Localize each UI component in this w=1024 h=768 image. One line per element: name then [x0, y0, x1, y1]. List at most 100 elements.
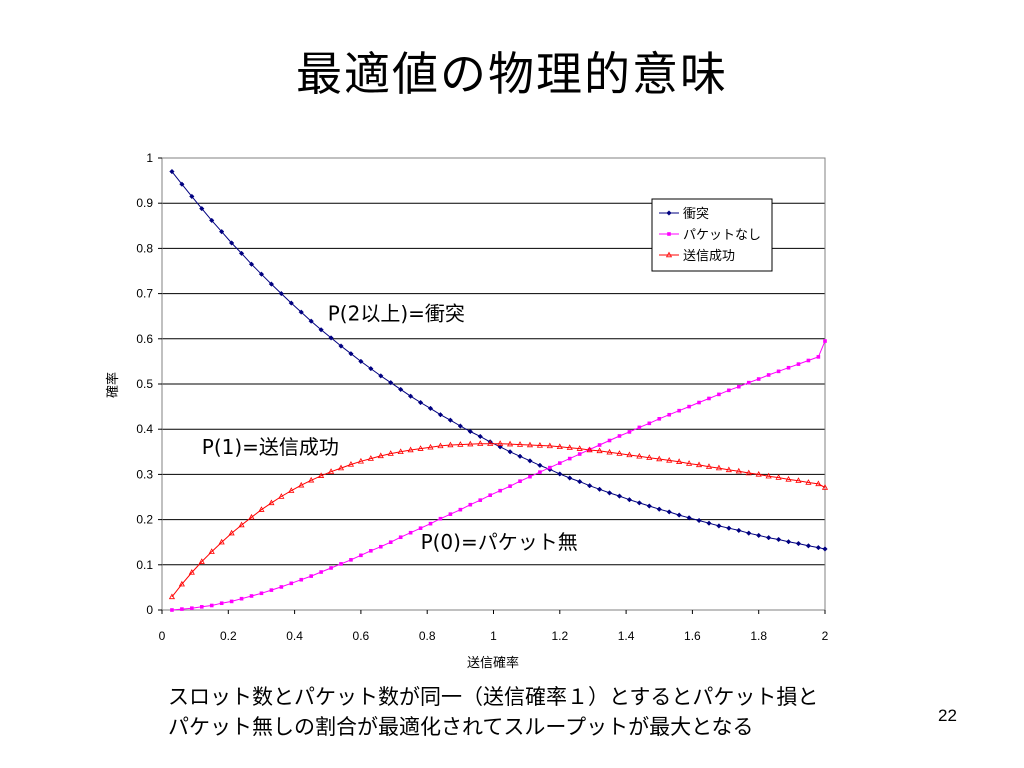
data-point: [656, 506, 662, 512]
data-point: [467, 428, 473, 435]
data-point: [566, 444, 573, 450]
x-tick-label: 0.4: [286, 629, 303, 643]
data-point: [457, 423, 464, 429]
data-point: [576, 445, 583, 451]
data-point: [815, 544, 822, 551]
data-point: [536, 442, 543, 448]
data-point: [646, 454, 653, 460]
data-point: [318, 327, 324, 333]
data-point: [278, 493, 285, 499]
data-point: [328, 335, 334, 341]
caption-line-2: パケット無しの割合が最適化されてスループットが最大となる: [168, 715, 754, 739]
data-point: [417, 399, 424, 406]
data-point: [478, 498, 483, 502]
legend-swatch-marker: [666, 210, 672, 216]
data-point: [408, 530, 413, 535]
legend-label: 送信成功: [683, 249, 735, 264]
y-tick-label: 0.6: [136, 332, 153, 346]
data-point: [577, 452, 582, 456]
data-point: [427, 443, 434, 450]
data-point: [407, 446, 414, 453]
data-point: [528, 474, 532, 479]
data-point: [816, 355, 821, 359]
data-point: [745, 469, 752, 476]
y-tick-label: 0: [146, 603, 153, 617]
data-point: [447, 441, 454, 448]
y-tick-label: 0.4: [136, 422, 153, 436]
series-layer: [168, 168, 829, 612]
data-point: [248, 261, 255, 267]
data-point: [229, 599, 234, 604]
data-point: [388, 540, 393, 544]
data-point: [607, 438, 612, 443]
annotation-label: P(1)=送信成功: [202, 435, 339, 459]
x-tick-labels: 0 0.2 0.4 0.6 0.8 1 1.2 1.4 1.6 1.8 2: [159, 610, 829, 643]
x-tick-label: 0.8: [419, 629, 436, 643]
data-point: [438, 516, 443, 521]
data-point: [616, 450, 623, 456]
data-point: [785, 475, 792, 482]
series-3: [168, 440, 829, 600]
data-point: [258, 271, 265, 277]
data-point: [546, 442, 553, 449]
x-tick-label: 1: [490, 629, 497, 643]
data-point: [795, 477, 802, 483]
data-point: [249, 594, 254, 598]
data-point: [358, 358, 364, 365]
y-tick-label: 0.9: [136, 196, 153, 210]
data-point: [822, 546, 828, 552]
data-point: [558, 461, 562, 465]
data-point: [766, 373, 771, 377]
legend-entry: 衝突: [659, 206, 709, 222]
data-point: [487, 440, 494, 446]
data-point: [448, 512, 453, 516]
data-point: [715, 464, 722, 471]
data-point: [498, 488, 502, 493]
data-point: [279, 585, 284, 589]
data-point: [497, 440, 504, 446]
data-point: [637, 425, 642, 430]
data-point: [548, 465, 552, 470]
data-point: [538, 470, 542, 474]
data-point: [209, 603, 214, 608]
data-point: [209, 217, 215, 224]
data-point: [508, 484, 512, 488]
data-point: [359, 553, 363, 558]
data-point: [735, 467, 742, 474]
data-point: [567, 475, 573, 481]
data-point: [387, 450, 394, 456]
data-point: [357, 457, 364, 464]
data-point: [289, 581, 294, 586]
data-point: [367, 455, 374, 461]
data-point: [667, 412, 671, 417]
y-tick-label: 0.7: [136, 287, 153, 301]
data-point: [636, 500, 643, 506]
legend-entry: 送信成功: [659, 249, 735, 264]
data-point: [596, 447, 603, 454]
data-point: [348, 351, 354, 357]
data-point: [288, 300, 294, 306]
data-point: [726, 525, 732, 531]
data-point: [219, 601, 224, 606]
data-point: [327, 468, 335, 474]
data-point: [437, 442, 444, 449]
y-axis-label: 確率: [105, 372, 121, 398]
data-point: [397, 448, 404, 454]
data-point: [189, 193, 195, 200]
data-point: [428, 521, 433, 526]
data-point: [695, 461, 703, 468]
y-tick-label: 0.8: [136, 241, 153, 255]
data-point: [488, 493, 492, 497]
data-point: [725, 466, 732, 473]
data-point: [268, 499, 275, 506]
x-tick-label: 2: [822, 629, 829, 643]
data-point: [676, 512, 682, 518]
data-point: [190, 606, 194, 610]
data-point: [626, 497, 633, 503]
chart: 0 0.1 0.2 0.3 0.4 0.5 0.6 0.7 0.8 0.9 1 0 0.2 0.4 0.6…: [105, 151, 829, 671]
data-point: [527, 458, 533, 464]
data-point: [586, 446, 593, 453]
data-point: [168, 593, 176, 600]
data-point: [707, 396, 711, 401]
data-point: [208, 548, 215, 554]
